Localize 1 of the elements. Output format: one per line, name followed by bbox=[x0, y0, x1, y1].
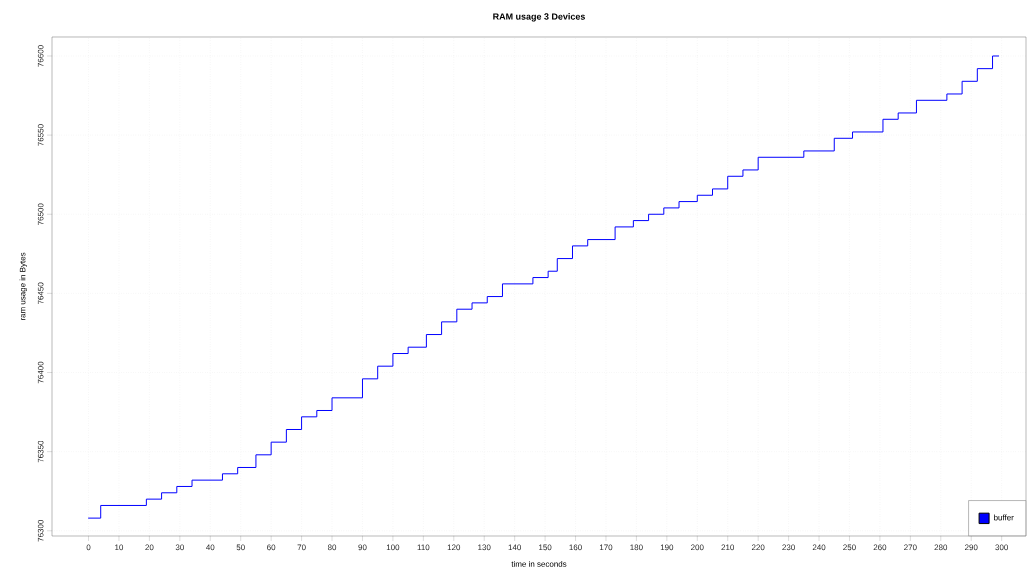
chart-title: RAM usage 3 Devices bbox=[493, 13, 585, 22]
